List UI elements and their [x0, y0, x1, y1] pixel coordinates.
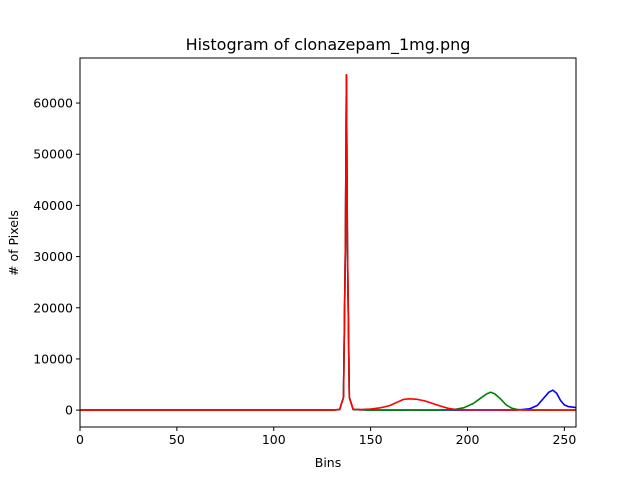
y-tick-label-20000: 20000: [33, 300, 73, 315]
y-tick-label-50000: 50000: [33, 147, 73, 162]
y-tick-label-40000: 40000: [33, 198, 73, 213]
y-tick-label-0: 0: [65, 403, 73, 418]
x-tick-label-150: 150: [359, 432, 383, 447]
x-tick-label-200: 200: [456, 432, 480, 447]
chart-title: Histogram of clonazepam_1mg.png: [186, 35, 471, 55]
plot-frame: [79, 57, 577, 428]
x-tick-label-100: 100: [262, 432, 286, 447]
y-axis-label: # of Pixels: [6, 210, 21, 276]
series-line-2: [80, 74, 576, 411]
y-tick-label-10000: 10000: [33, 351, 73, 366]
x-tick-label-50: 50: [169, 432, 185, 447]
series-line-0: [80, 74, 576, 411]
x-tick-label-0: 0: [76, 432, 84, 447]
y-tick-label-30000: 30000: [33, 249, 73, 264]
plot-area: 0 50 100 150 200 250 0 10000 20000 30000 40000 5000…: [33, 57, 577, 447]
x-axis-label: Bins: [315, 455, 341, 470]
series-line-1: [80, 74, 576, 411]
y-tick-label-60000: 60000: [33, 96, 73, 111]
x-tick-label-250: 250: [552, 432, 576, 447]
